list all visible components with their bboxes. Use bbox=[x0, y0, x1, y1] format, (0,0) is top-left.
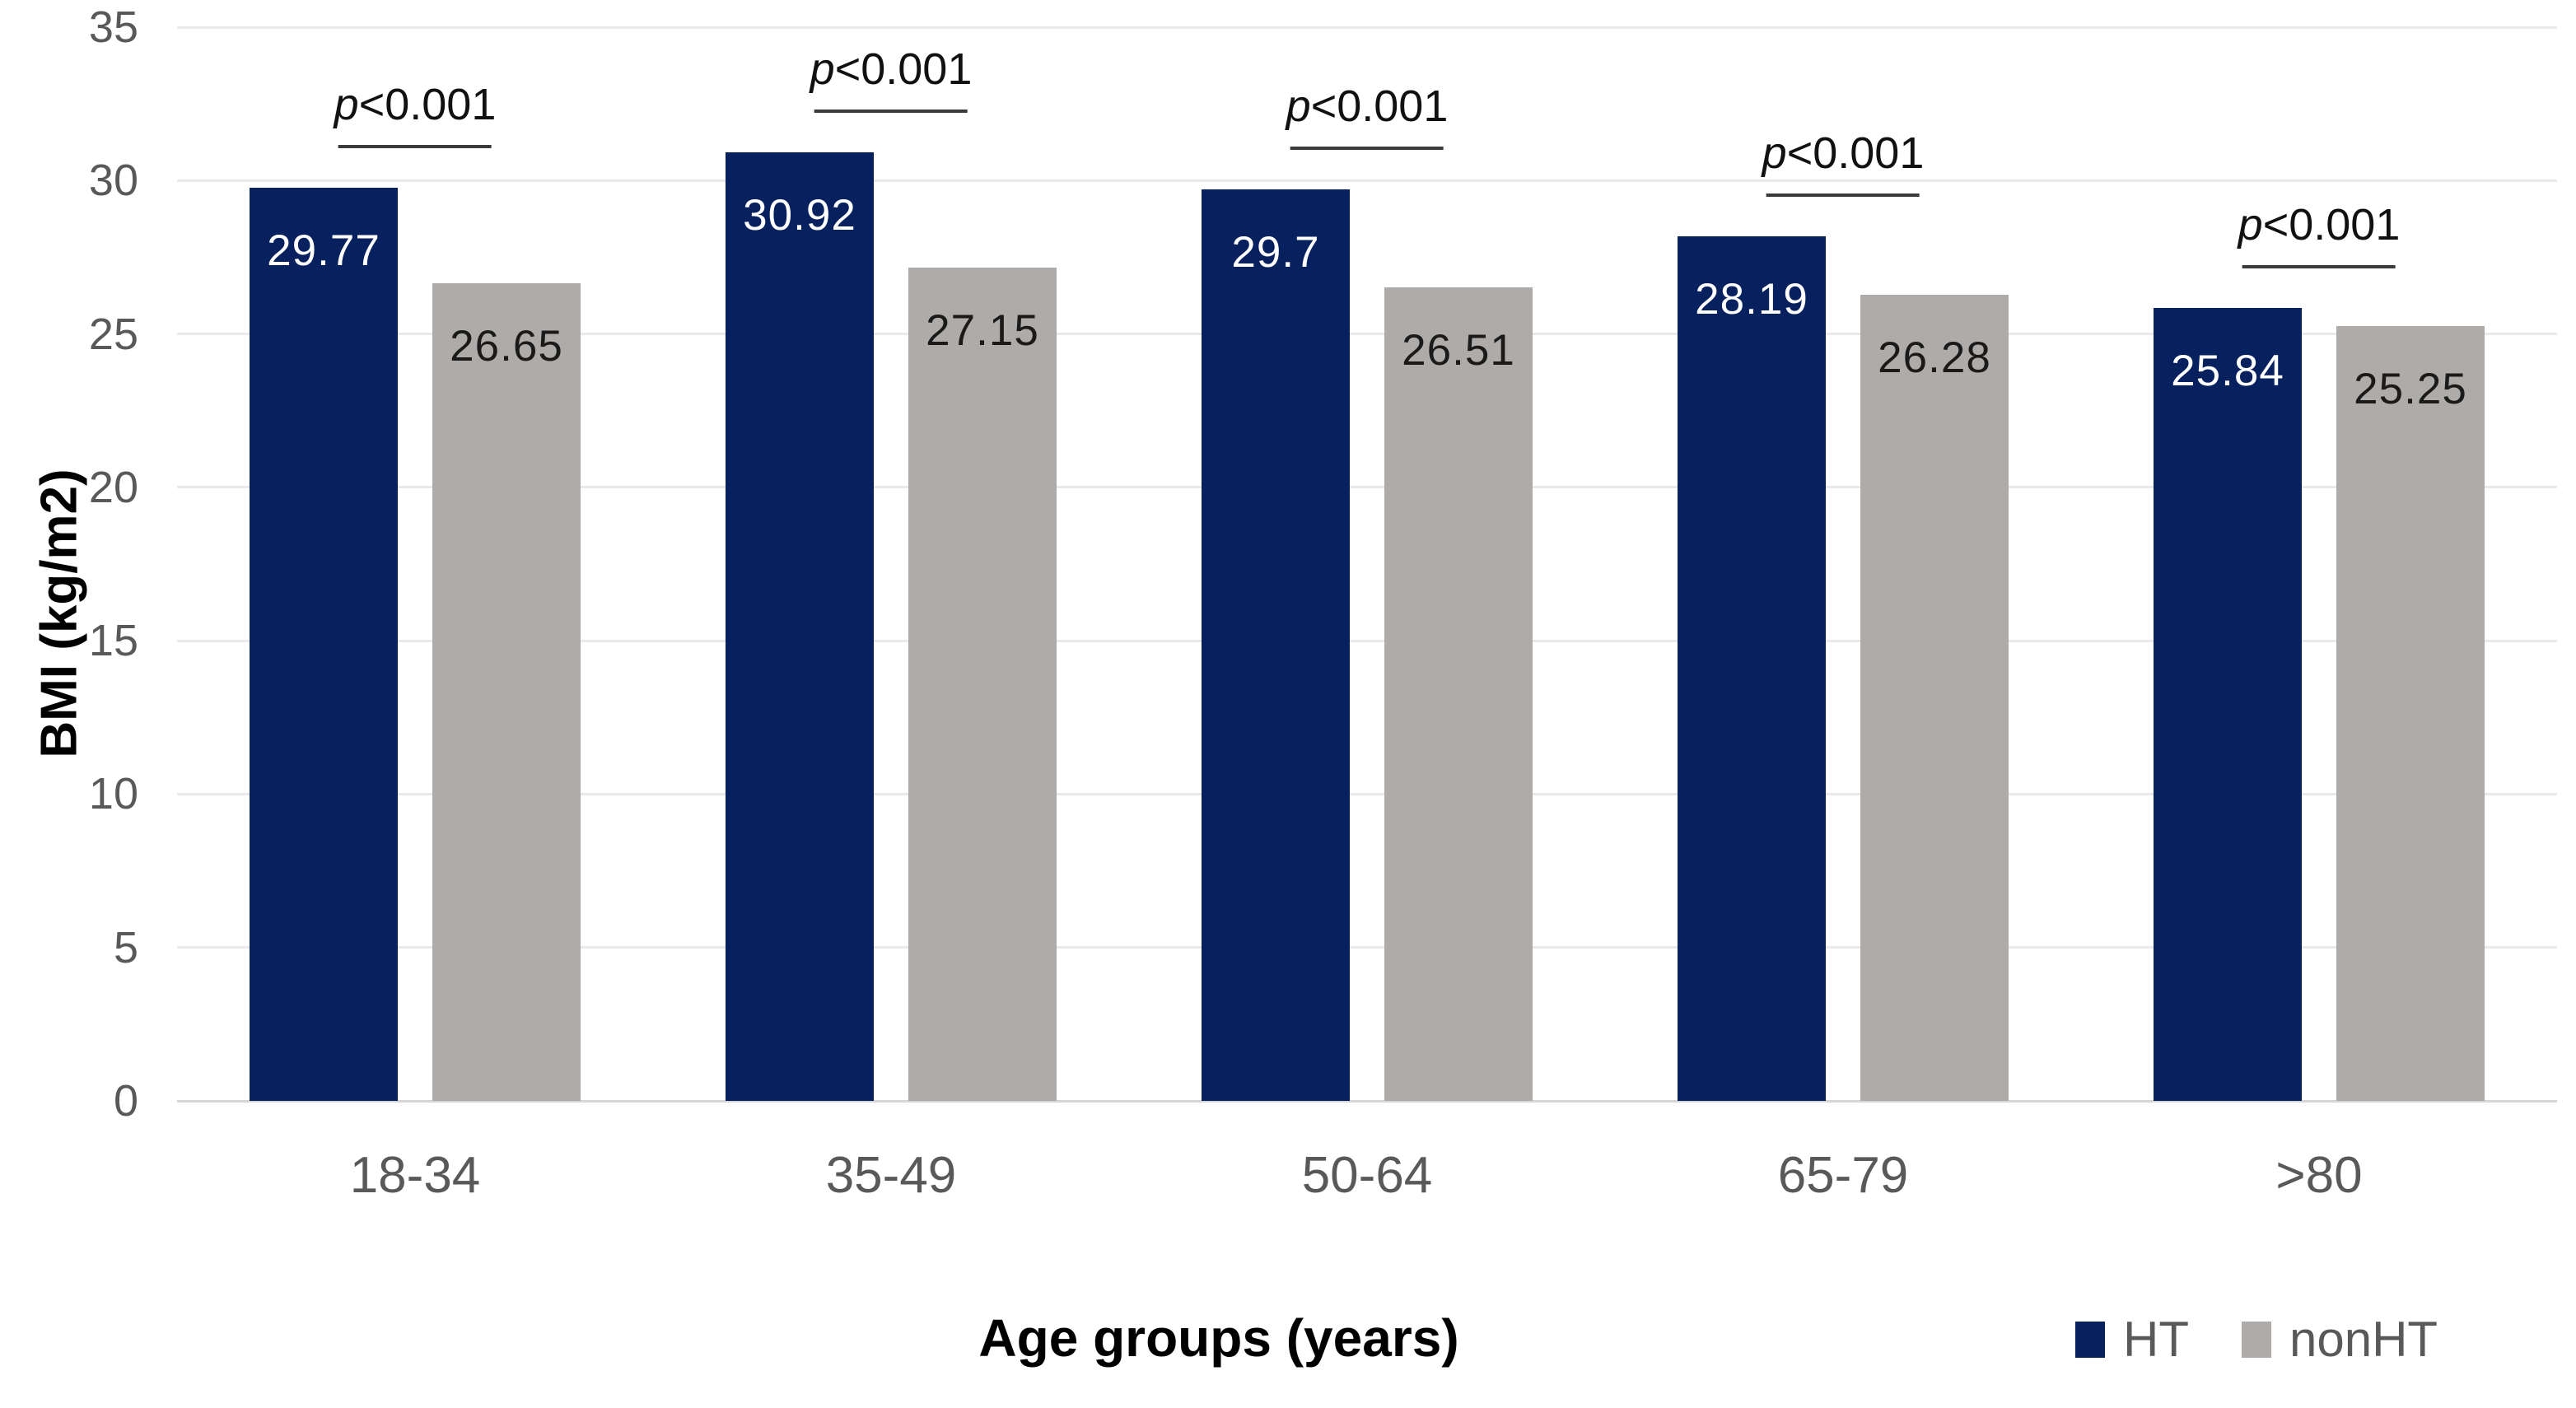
x-category-label-50-64: 50-64 bbox=[1301, 1147, 1433, 1204]
bar-nonht-50-64: 26.51 bbox=[1384, 287, 1533, 1101]
bar-ht-35-49: 30.92 bbox=[726, 152, 874, 1101]
bar-value-label-ht-65-79: 28.19 bbox=[1695, 274, 1808, 324]
bar-value-label-nonht-65-79: 26.28 bbox=[1878, 333, 1991, 382]
significance-line->80 bbox=[2242, 265, 2396, 269]
y-tick-label-25: 25 bbox=[88, 309, 138, 359]
bar-value-label-nonht->80: 25.25 bbox=[2354, 365, 2467, 414]
bar-ht-50-64: 29.7 bbox=[1202, 189, 1350, 1101]
bar-value-label-nonht-50-64: 26.51 bbox=[1402, 326, 1515, 375]
p-value-annotation-50-64: p<0.001 bbox=[1286, 81, 1449, 151]
significance-line-18-34 bbox=[338, 144, 492, 148]
y-tick-label-15: 15 bbox=[88, 616, 138, 666]
y-tick-label-30: 30 bbox=[88, 156, 138, 206]
p-value-annotation-65-79: p<0.001 bbox=[1762, 128, 1925, 197]
bar-group-18-34: 29.77 26.65 p<0.001 bbox=[177, 27, 653, 1101]
bar-value-label-nonht-18-34: 26.65 bbox=[450, 322, 563, 371]
x-category-label->80: >80 bbox=[2275, 1147, 2363, 1204]
x-axis-title: Age groups (years) bbox=[978, 1308, 1459, 1368]
gridline-y-25 bbox=[177, 333, 2557, 336]
x-category-label-18-34: 18-34 bbox=[349, 1147, 481, 1204]
bar-ht-18-34: 29.77 bbox=[250, 187, 398, 1101]
x-category-label-35-49: 35-49 bbox=[825, 1147, 957, 1204]
y-tick-label-5: 5 bbox=[113, 922, 138, 972]
legend-item-nonht: nonHT bbox=[2241, 1311, 2438, 1368]
p-value-text-50-64: p<0.001 bbox=[1286, 82, 1449, 132]
bar-value-label-nonht-35-49: 27.15 bbox=[926, 306, 1039, 356]
significance-line-35-49 bbox=[814, 110, 968, 114]
y-tick-label-20: 20 bbox=[88, 462, 138, 512]
gridline-y-30 bbox=[177, 179, 2557, 182]
bar-value-label-ht-18-34: 29.77 bbox=[267, 226, 380, 275]
bar-group->80: 25.84 25.25 p<0.001 bbox=[2081, 27, 2557, 1101]
p-value-text-65-79: p<0.001 bbox=[1762, 128, 1925, 178]
y-tick-label-35: 35 bbox=[88, 2, 138, 52]
bar-group-50-64: 29.7 26.51 p<0.001 bbox=[1129, 27, 1605, 1101]
y-tick-label-0: 0 bbox=[113, 1076, 138, 1126]
p-value-text-35-49: p<0.001 bbox=[810, 44, 973, 95]
bar-ht->80: 25.84 bbox=[2154, 308, 2302, 1101]
bar-value-label-ht-35-49: 30.92 bbox=[743, 191, 856, 240]
bar-value-label-ht-50-64: 29.7 bbox=[1231, 228, 1320, 277]
gridline-y-35 bbox=[177, 26, 2557, 29]
plot-area: 29.77 26.65 p<0.001 30.92 27.15 p<0.001 29.7 26… bbox=[177, 26, 2557, 1103]
p-value-annotation->80: p<0.001 bbox=[2238, 199, 2401, 269]
gridline-y-5 bbox=[177, 946, 2557, 949]
p-value-annotation-35-49: p<0.001 bbox=[810, 44, 973, 114]
significance-line-65-79 bbox=[1766, 193, 1920, 197]
x-category-label-65-79: 65-79 bbox=[1777, 1147, 1909, 1204]
p-value-text-18-34: p<0.001 bbox=[334, 79, 497, 129]
legend-item-ht: HT bbox=[2075, 1311, 2189, 1368]
bar-nonht-35-49: 27.15 bbox=[908, 268, 1057, 1101]
bar-ht-65-79: 28.19 bbox=[1678, 235, 1826, 1101]
bar-group-35-49: 30.92 27.15 p<0.001 bbox=[653, 27, 1129, 1101]
p-value-text->80: p<0.001 bbox=[2238, 200, 2401, 250]
bar-nonht-18-34: 26.65 bbox=[432, 283, 581, 1101]
significance-line-50-64 bbox=[1290, 147, 1444, 151]
x-axis-labels: 18-34 35-49 50-64 65-79 >80 bbox=[177, 1146, 2557, 1212]
bar-value-label-ht->80: 25.84 bbox=[2171, 347, 2284, 396]
legend-swatch-ht-icon bbox=[2075, 1321, 2105, 1358]
legend-label-ht: HT bbox=[2123, 1312, 2189, 1367]
legend: HT nonHT bbox=[2075, 1311, 2438, 1368]
bar-nonht->80: 25.25 bbox=[2336, 326, 2485, 1101]
gridline-y-15 bbox=[177, 639, 2557, 642]
y-axis-ticks: 0 5 10 15 20 25 30 35 bbox=[0, 2, 138, 1126]
y-tick-label-10: 10 bbox=[88, 769, 138, 819]
legend-swatch-nonht-icon bbox=[2241, 1321, 2271, 1358]
bar-nonht-65-79: 26.28 bbox=[1860, 294, 2009, 1101]
legend-label-nonht: nonHT bbox=[2289, 1312, 2438, 1367]
bar-group-65-79: 28.19 26.28 p<0.001 bbox=[1605, 27, 2081, 1101]
gridline-y-20 bbox=[177, 486, 2557, 489]
p-value-annotation-18-34: p<0.001 bbox=[334, 79, 497, 148]
gridline-y-10 bbox=[177, 792, 2557, 795]
x-axis-baseline bbox=[177, 1099, 2557, 1103]
